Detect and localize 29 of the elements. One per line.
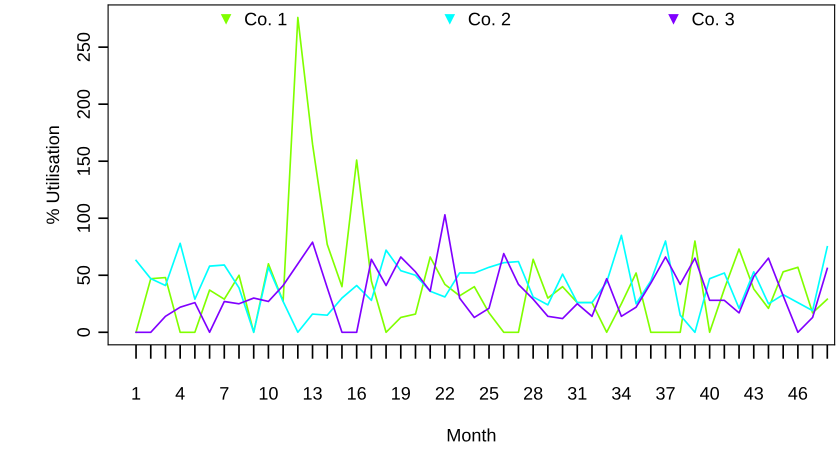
y-tick-label: 150 [77, 146, 90, 175]
x-tick-label: 34 [612, 386, 631, 400]
y-tick-label: 200 [77, 90, 90, 118]
x-tick-label: 25 [480, 386, 498, 400]
legend-label: Co. 1 [245, 12, 286, 26]
x-tick-label: 40 [700, 386, 719, 400]
line-series [135, 214, 828, 334]
legend-label: Co. 2 [468, 12, 510, 26]
x-tick-label: 28 [524, 386, 542, 400]
y-tick-label: 50 [77, 266, 90, 285]
y-tick-label: 100 [77, 204, 90, 232]
x-axis-title: Month [448, 428, 496, 442]
x-tick-label: 37 [656, 386, 675, 400]
y-tick-label: 0 [77, 328, 90, 337]
x-tick-label: 31 [568, 386, 586, 400]
line-series [135, 234, 828, 334]
x-tick-label: 4 [176, 387, 185, 400]
x-tick-label: 46 [788, 386, 808, 400]
legend-label: Co. 3 [692, 12, 734, 26]
y-tick-label: 250 [77, 32, 90, 62]
x-tick-label: 10 [260, 386, 278, 400]
x-tick-label: 7 [220, 387, 228, 400]
x-tick-label: 16 [348, 386, 366, 400]
y-axis-title: % Utilisation [46, 126, 60, 224]
x-tick-label: 13 [304, 386, 322, 400]
x-tick-label: 19 [392, 386, 410, 400]
x-tick-label: 22 [436, 386, 454, 400]
x-tick-label: 43 [744, 386, 764, 400]
x-tick-label: 1 [132, 387, 140, 400]
